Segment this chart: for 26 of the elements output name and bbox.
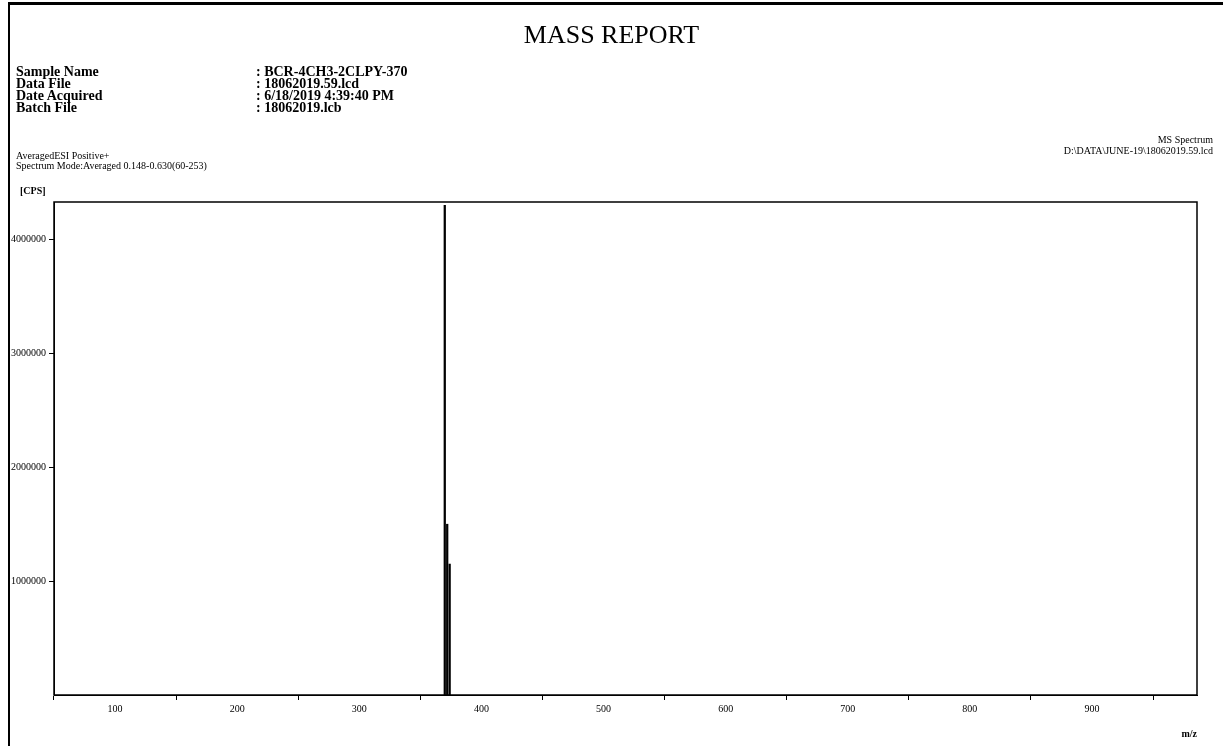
x-tick-label: 400 [473, 702, 489, 714]
text: Date Acquired [16, 88, 103, 103]
x-tick-label: 900 [1084, 702, 1100, 714]
y-tick-label: 3000000 [11, 347, 46, 359]
y-tick-label: 1000000 [11, 574, 46, 586]
x-tick-label: 500 [596, 702, 612, 714]
y-axis-title: [CPS] [20, 185, 46, 196]
x-tick-label: 600 [718, 702, 734, 714]
y-tick-label: 4000000 [11, 233, 46, 245]
text: Spectrum Mode:Averaged 0.148-0.630(60-253) [16, 160, 207, 172]
y-tick-label: 2000000 [11, 460, 46, 472]
text: Sample Name [16, 64, 99, 79]
text: : BCR-4CH3-2CLPY-370 [256, 64, 408, 79]
x-tick-label: 100 [107, 702, 123, 714]
x-tick-label: 200 [229, 702, 245, 714]
x-tick-label: 800 [962, 702, 978, 714]
text: D:\DATA\JUNE-19\18062019.59.lcd [1063, 145, 1213, 157]
text: : 6/18/2019 4:39:40 PM [256, 88, 395, 103]
text: : 18062019.59.lcd [256, 76, 360, 91]
x-axis-title: m/z [1181, 728, 1198, 739]
x-tick-label: 700 [840, 702, 856, 714]
x-tick-label: 300 [351, 702, 367, 714]
text: AveragedESI Positive+ [16, 150, 110, 162]
chart-title: MASS REPORT [522, 20, 701, 50]
text: MS Spectrum [1157, 134, 1213, 146]
text: : 18062019.lcb [256, 100, 342, 115]
